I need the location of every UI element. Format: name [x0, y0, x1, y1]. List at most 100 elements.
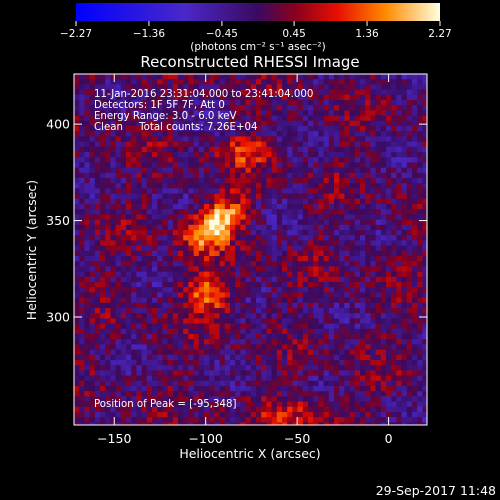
heatmap-pixel	[380, 318, 387, 324]
heatmap-pixel	[297, 131, 304, 137]
heatmap-pixel	[375, 214, 382, 220]
heatmap-pixel	[115, 183, 122, 189]
heatmap-pixel	[344, 349, 350, 356]
heatmap-pixel	[256, 126, 262, 132]
heatmap-pixel	[271, 318, 278, 324]
heatmap-pixel	[422, 266, 427, 272]
heatmap-pixel	[344, 422, 350, 425]
heatmap-pixel	[136, 354, 142, 361]
heatmap-pixel	[365, 334, 371, 340]
heatmap-pixel	[94, 271, 101, 278]
heatmap-pixel	[209, 178, 215, 184]
heatmap-pixel	[422, 214, 427, 220]
heatmap-pixel	[100, 302, 106, 309]
heatmap-pixel	[230, 328, 236, 335]
heatmap-pixel	[349, 235, 356, 241]
heatmap-pixel	[120, 126, 127, 132]
heatmap-pixel	[240, 79, 246, 85]
heatmap-pixel	[412, 115, 418, 122]
heatmap-pixel	[292, 224, 298, 231]
heatmap-pixel	[406, 339, 413, 345]
heatmap-pixel	[292, 105, 298, 111]
heatmap-pixel	[245, 349, 252, 356]
heatmap-pixel	[204, 261, 210, 267]
heatmap-pixel	[339, 266, 345, 272]
heatmap-pixel	[152, 146, 158, 153]
heatmap-pixel	[323, 136, 330, 142]
heatmap-pixel	[250, 214, 257, 220]
heatmap-pixel	[250, 100, 257, 106]
heatmap-pixel	[245, 245, 252, 252]
heatmap-pixel	[193, 365, 200, 371]
heatmap-pixel	[318, 188, 324, 194]
heatmap-pixel	[401, 412, 408, 418]
heatmap-pixel	[318, 276, 324, 283]
heatmap-pixel	[386, 276, 392, 283]
heatmap-pixel	[365, 152, 371, 158]
heatmap-pixel	[334, 188, 340, 194]
heatmap-pixel	[115, 313, 122, 319]
heatmap-pixel	[110, 188, 116, 194]
heatmap-pixel	[178, 401, 184, 408]
heatmap-pixel	[271, 141, 278, 148]
heatmap-pixel	[380, 406, 387, 413]
heatmap-pixel	[354, 282, 361, 288]
heatmap-pixel	[110, 157, 116, 163]
heatmap-pixel	[115, 271, 122, 278]
heatmap-pixel	[209, 334, 215, 340]
heatmap-pixel	[412, 308, 418, 314]
heatmap-pixel	[297, 183, 304, 189]
heatmap-pixel	[308, 422, 314, 425]
heatmap-pixel	[74, 417, 80, 423]
heatmap-pixel	[328, 141, 335, 148]
heatmap-pixel	[250, 266, 257, 272]
heatmap-pixel	[266, 318, 272, 324]
heatmap-pixel	[375, 334, 382, 340]
heatmap-pixel	[131, 323, 137, 330]
heatmap-pixel	[308, 131, 314, 137]
heatmap-pixel	[110, 89, 116, 96]
heatmap-pixel	[349, 167, 356, 174]
heatmap-pixel	[120, 193, 127, 200]
heatmap-pixel	[240, 136, 246, 142]
heatmap-pixel	[152, 370, 158, 376]
heatmap-pixel	[224, 318, 231, 324]
heatmap-pixel	[120, 146, 127, 153]
heatmap-pixel	[167, 412, 174, 418]
heatmap-pixel	[370, 339, 376, 345]
heatmap-pixel	[131, 396, 137, 402]
heatmap-pixel	[183, 167, 189, 174]
heatmap-pixel	[84, 120, 90, 127]
colorbar-tick-label: −0.45	[206, 28, 238, 40]
heatmap-pixel	[417, 100, 423, 106]
heatmap-pixel	[349, 339, 356, 345]
heatmap-pixel	[360, 79, 366, 85]
heatmap-pixel	[172, 417, 179, 423]
heatmap-pixel	[157, 84, 163, 90]
heatmap-pixel	[172, 240, 179, 246]
heatmap-pixel	[100, 141, 106, 148]
heatmap-pixel	[162, 100, 168, 106]
heatmap-pixel	[214, 79, 220, 85]
heatmap-pixel	[339, 240, 345, 246]
heatmap-pixel	[183, 204, 189, 210]
heatmap-pixel	[256, 266, 262, 272]
heatmap-pixel	[396, 401, 402, 408]
heatmap-pixel	[256, 146, 262, 153]
heatmap-pixel	[292, 74, 298, 80]
heatmap-pixel	[282, 370, 288, 376]
heatmap-pixel	[84, 136, 90, 142]
heatmap-pixel	[178, 271, 184, 278]
heatmap-pixel	[282, 89, 288, 96]
heatmap-pixel	[209, 380, 215, 387]
heatmap-pixel	[172, 354, 179, 361]
heatmap-pixel	[412, 323, 418, 330]
heatmap-pixel	[282, 74, 288, 80]
heatmap-pixel	[84, 297, 90, 304]
heatmap-pixel	[110, 74, 116, 80]
heatmap-pixel	[308, 172, 314, 179]
heatmap-pixel	[152, 292, 158, 298]
heatmap-pixel	[152, 178, 158, 184]
footer-timestamp: 29-Sep-2017 11:48	[376, 483, 496, 498]
heatmap-pixel	[323, 110, 330, 116]
